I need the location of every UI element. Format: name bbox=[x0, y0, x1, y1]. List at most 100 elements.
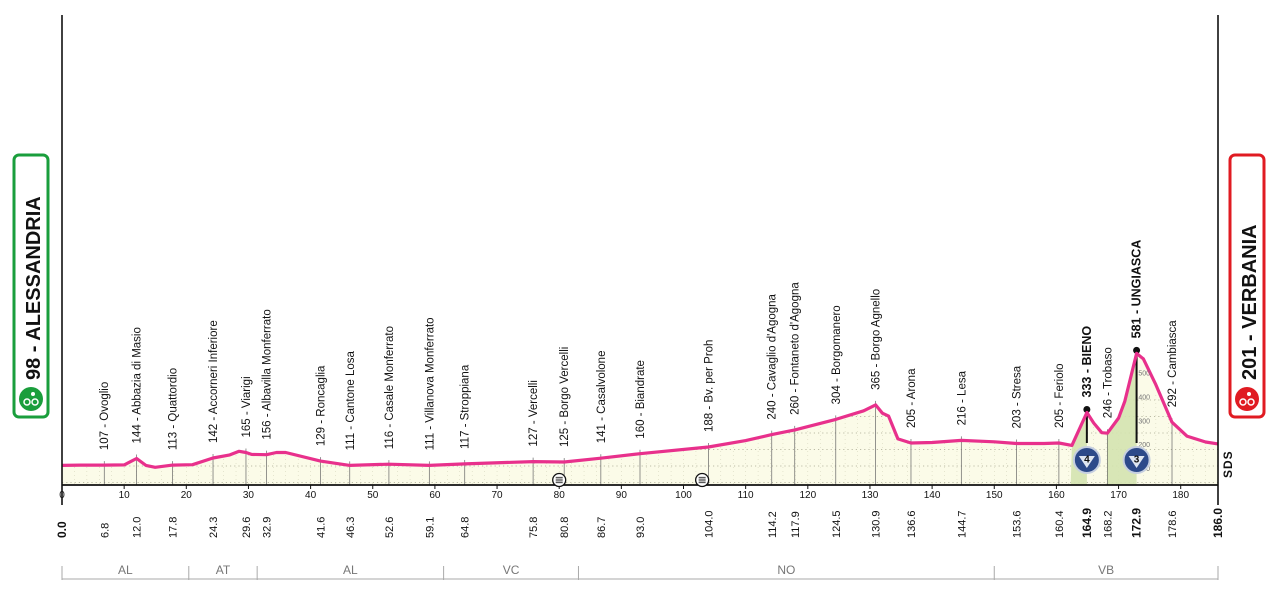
km-label: 164.9 bbox=[1080, 508, 1094, 538]
finish-badge-icon-wheel bbox=[1247, 398, 1255, 406]
x-tick-label: 110 bbox=[738, 490, 754, 501]
start-badge-label: 98 - ALESSANDRIA bbox=[23, 196, 45, 380]
start-badge-icon bbox=[19, 387, 43, 411]
town-label: 144 - Abbazia di Masio bbox=[132, 327, 144, 443]
town-label: 304 - Borgomanero bbox=[831, 305, 843, 404]
town-label: 142 - Accorneri Inferiore bbox=[208, 320, 220, 443]
start-badge-icon-wheel bbox=[31, 398, 39, 406]
town-label: 260 - Fontaneto d'Agogna bbox=[790, 282, 802, 415]
start-badge-icon-rider bbox=[31, 392, 35, 396]
sprint-marker bbox=[552, 472, 567, 488]
x-tick-label: 70 bbox=[491, 490, 503, 501]
kom-badge-triangle bbox=[1128, 456, 1145, 468]
km-label: 104.0 bbox=[703, 510, 715, 538]
summit-dot bbox=[1133, 346, 1141, 354]
town-label: 125 - Borgo Vercelli bbox=[559, 347, 571, 447]
x-tick-label: 80 bbox=[554, 490, 566, 501]
x-tick-label: 60 bbox=[429, 490, 441, 501]
km-label: 172.9 bbox=[1130, 508, 1144, 538]
km-label: 64.8 bbox=[460, 517, 472, 538]
km-label: 17.8 bbox=[168, 517, 180, 538]
km-label: 93.0 bbox=[635, 517, 647, 538]
x-tick-label: 120 bbox=[799, 490, 816, 501]
km-label: 160.4 bbox=[1054, 510, 1066, 538]
km-label: 41.6 bbox=[316, 517, 328, 538]
km-label: 117.9 bbox=[790, 511, 802, 538]
profile-line bbox=[61, 351, 1219, 469]
finish-badge-label: 201 - VERBANIA bbox=[1239, 224, 1261, 380]
km-label: 124.5 bbox=[831, 510, 843, 538]
km-label: 24.3 bbox=[208, 517, 220, 538]
km-label: 168.2 bbox=[1102, 510, 1114, 538]
km-label: 6.8 bbox=[99, 523, 111, 538]
town-label: 111 - Cantone Losa bbox=[345, 350, 357, 450]
town-label: 141 - Casalvolone bbox=[596, 351, 608, 444]
profile-area-fill bbox=[62, 353, 1218, 485]
finish-badge-icon-rider bbox=[1247, 392, 1251, 396]
elevation-tick-label: 300 bbox=[1138, 418, 1150, 425]
km-label: 75.8 bbox=[528, 517, 540, 538]
x-tick-label: 40 bbox=[305, 490, 317, 501]
x-tick-label: 180 bbox=[1172, 490, 1189, 501]
km-label: 32.9 bbox=[261, 517, 273, 538]
start-badge-box bbox=[12, 153, 50, 419]
town-label: 205 - Feriolo bbox=[1054, 363, 1066, 428]
town-label: 117 - Stroppiana bbox=[460, 364, 472, 449]
x-tick-label: 100 bbox=[675, 490, 692, 501]
km-label: 130.9 bbox=[871, 510, 883, 538]
grid-mask bbox=[62, 0, 1218, 468]
town-label: 365 - Borgo Agnello bbox=[871, 289, 883, 390]
x-tick-label: 160 bbox=[1048, 490, 1065, 501]
km-label: 12.0 bbox=[132, 517, 144, 538]
summit-dot bbox=[1083, 405, 1091, 413]
town-label: 160 - Biandrate bbox=[635, 360, 647, 439]
km-label: 0.0 bbox=[55, 521, 69, 538]
town-label: 129 - Roncaglia bbox=[316, 365, 328, 446]
province-label: NO bbox=[777, 563, 795, 577]
town-label: 127 - Vercelli bbox=[528, 380, 540, 446]
km-label: 46.3 bbox=[345, 517, 357, 538]
town-label: 333 - BIENO bbox=[1080, 326, 1094, 398]
x-tick-label: 20 bbox=[181, 490, 193, 501]
town-label: 113 - Quattordio bbox=[168, 368, 180, 450]
x-tick-label: 10 bbox=[119, 490, 131, 501]
km-label: 144.7 bbox=[956, 510, 968, 538]
province-label: AL bbox=[343, 563, 358, 577]
town-label: 111 - Villanova Monferrato bbox=[424, 317, 436, 450]
km-label: 52.6 bbox=[384, 517, 396, 538]
kom-category-label: 3 bbox=[1134, 455, 1140, 466]
town-label: 246 - Trobaso bbox=[1102, 347, 1114, 418]
km-label: 178.6 bbox=[1167, 510, 1179, 538]
town-label: 107 - Ovoglio bbox=[99, 382, 111, 450]
km-label: 86.7 bbox=[596, 517, 608, 538]
kom-badge-triangle bbox=[1078, 456, 1095, 468]
x-tick-label: 50 bbox=[367, 490, 379, 501]
sds-label: SDS bbox=[1221, 450, 1235, 478]
x-tick-label: 90 bbox=[616, 490, 628, 501]
town-label: 156 - Albavilla Monferrato bbox=[261, 309, 273, 439]
elevation-tick-label: 500 bbox=[1138, 371, 1150, 378]
x-tick-label: 130 bbox=[862, 490, 879, 501]
elevation-tick-label: 200 bbox=[1138, 442, 1150, 449]
town-label: 292 - Cambiasca bbox=[1167, 320, 1179, 408]
km-label: 153.6 bbox=[1012, 510, 1024, 538]
x-tick-label: 170 bbox=[1110, 490, 1127, 501]
km-label: 114.2 bbox=[767, 511, 779, 538]
province-label: VB bbox=[1098, 563, 1114, 577]
elevation-tick-label: 400 bbox=[1138, 395, 1150, 402]
sprint-marker bbox=[695, 472, 710, 488]
town-label: 240 - Cavaglio d'Agogna bbox=[767, 293, 779, 419]
km-label: 59.1 bbox=[424, 517, 436, 538]
finish-badge-box bbox=[1228, 153, 1266, 419]
town-label: 188 - Bv. per Proh bbox=[703, 340, 715, 432]
town-label: 165 - Viarigi bbox=[241, 376, 253, 437]
km-label: 80.8 bbox=[559, 517, 571, 538]
km-label: 29.6 bbox=[241, 517, 253, 538]
finish-badge-icon bbox=[1235, 387, 1259, 411]
town-label: 203 - Stresa bbox=[1012, 365, 1024, 428]
x-tick-label: 30 bbox=[243, 490, 255, 501]
start-badge-icon-wheel bbox=[23, 398, 31, 406]
x-tick-label: 0 bbox=[59, 490, 65, 501]
